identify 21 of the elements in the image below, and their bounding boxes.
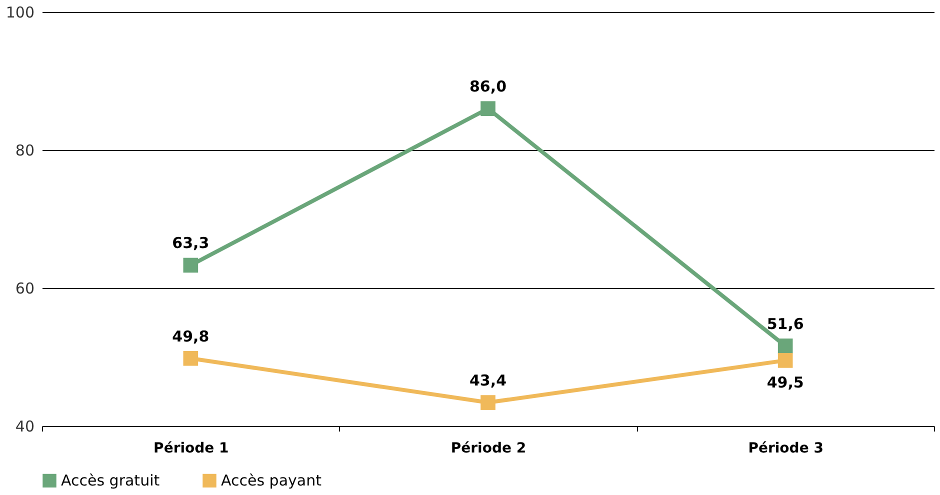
- x-tick-label: Période 2: [450, 440, 526, 456]
- data-label: 49,8: [172, 327, 210, 346]
- x-tick-label: Période 1: [154, 440, 229, 456]
- point: [183, 258, 198, 273]
- data-label: 86,0: [469, 78, 507, 96]
- y-tick-label: 80: [15, 142, 34, 160]
- point: [480, 101, 496, 116]
- x-tick-label: Période 3: [748, 440, 824, 456]
- data-label: 43,4: [469, 372, 507, 390]
- legend-label: Accès payant: [221, 472, 322, 490]
- point: [183, 350, 198, 366]
- point: [778, 353, 793, 368]
- y-tick-label: 40: [15, 418, 34, 436]
- point: [480, 395, 496, 410]
- data-label: 63,3: [172, 234, 210, 252]
- y-tick-label: 60: [15, 280, 34, 298]
- data-label: 49,5: [766, 373, 804, 392]
- data-label: 51,6: [766, 314, 804, 333]
- y-tick-label: 100: [6, 4, 34, 22]
- point: [778, 338, 793, 354]
- legend-label: Accès gratuit: [61, 472, 160, 490]
